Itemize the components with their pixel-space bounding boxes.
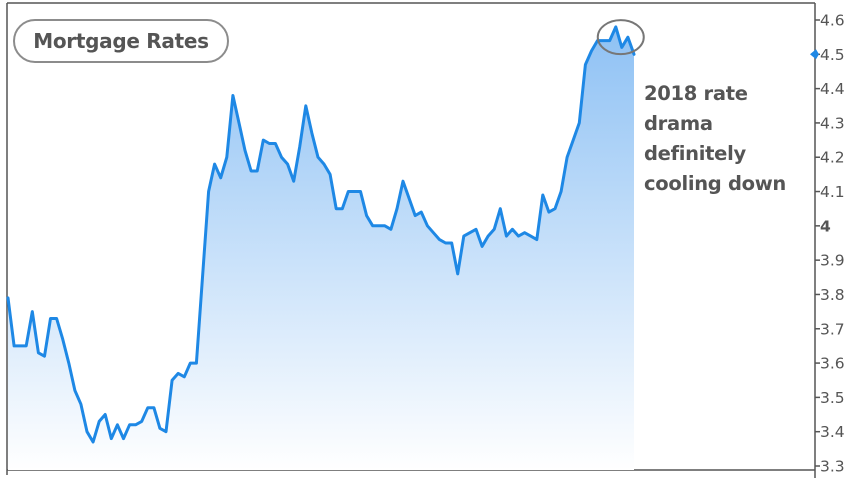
y-tick-label: 4 xyxy=(820,217,831,235)
y-tick-label: 3.5 xyxy=(820,389,845,407)
chart-title-text: Mortgage Rates xyxy=(33,29,209,53)
annotation-text: 2018 rate drama definitely cooling down xyxy=(644,79,809,199)
y-tick-label: 4.6 xyxy=(820,12,845,30)
y-tick-label: 3.9 xyxy=(820,252,845,270)
current-value-marker xyxy=(810,49,819,60)
y-tick-label: 4.4 xyxy=(820,80,845,98)
annotation-line-2: drama xyxy=(644,112,713,135)
annotation-line-4: cooling down xyxy=(644,172,787,195)
y-tick-label: 3.7 xyxy=(820,320,845,338)
y-tick-label: 3.8 xyxy=(820,286,845,304)
y-tick-label: 3.6 xyxy=(820,355,845,373)
y-tick-label: 4.1 xyxy=(820,183,845,201)
annotation-line-3: definitely xyxy=(644,142,746,165)
annotation-line-1: 2018 rate xyxy=(644,82,748,105)
highlight-circle xyxy=(596,19,645,56)
y-tick-label: 4.5 xyxy=(820,46,845,64)
chart-title: Mortgage Rates xyxy=(13,19,229,63)
series-area-fill xyxy=(8,26,634,471)
y-tick-label: 4.3 xyxy=(820,114,845,132)
y-tick-label: 3.3 xyxy=(820,458,845,476)
series-line xyxy=(6,25,636,444)
y-tick-label: 4.2 xyxy=(820,149,845,167)
y-tick-label: 3.4 xyxy=(820,423,845,441)
